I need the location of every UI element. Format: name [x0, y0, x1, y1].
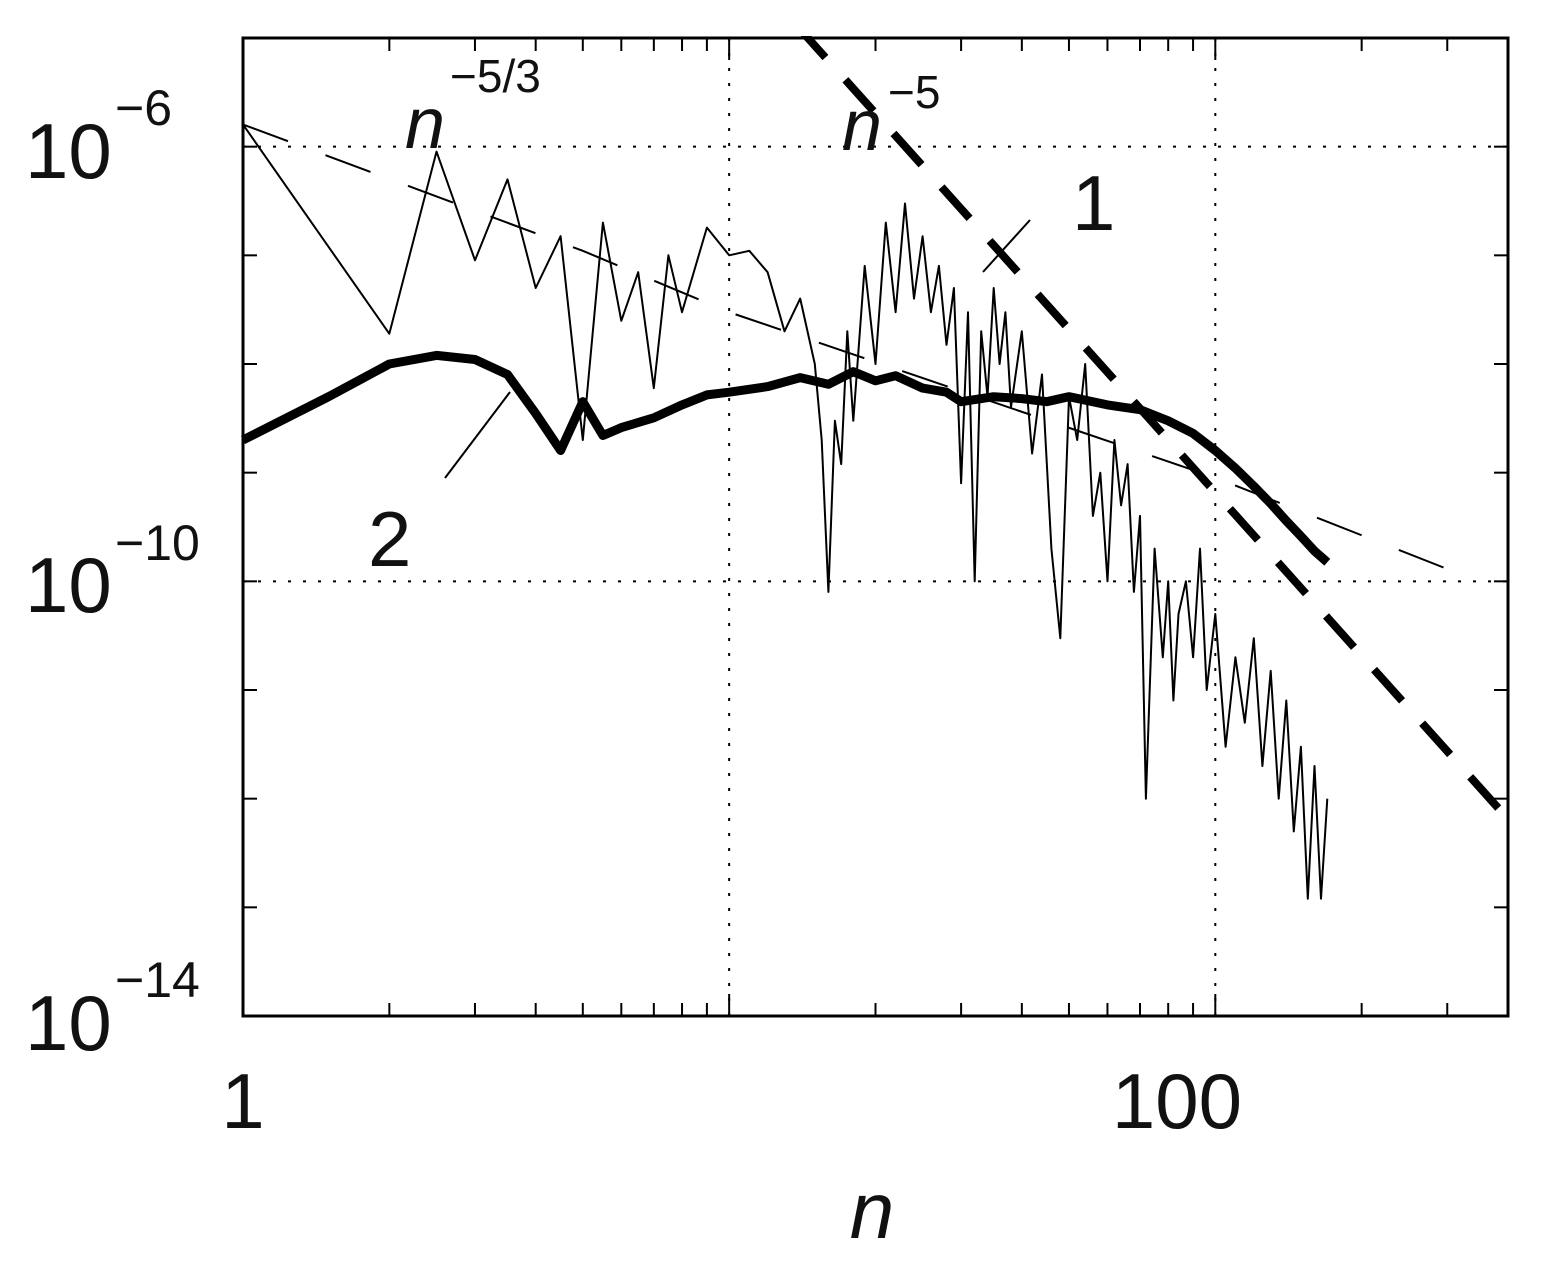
curve-label-1-leader: [982, 219, 1031, 273]
data-series: [241, 36, 1510, 900]
series-group-0: [242, 123, 1329, 900]
y-tick-label-1e-14: 10 −14: [25, 952, 200, 1067]
svg-text:−6: −6: [115, 80, 172, 136]
plot-frame: [241, 36, 1510, 1018]
curve-label-2-leader: [444, 391, 511, 479]
x-tick-label-1: 1: [221, 1057, 264, 1145]
svg-text:n: n: [842, 86, 882, 166]
slope-label-n-5-3: n −5/3: [405, 50, 541, 164]
series-group-1: [241, 350, 1331, 566]
series-curve-1: [242, 123, 1329, 900]
x-tick-label-100: 100: [1112, 1057, 1242, 1145]
svg-text:10: 10: [25, 107, 112, 195]
x-axis-label: n: [850, 1166, 895, 1255]
curve-label-1: 1: [1072, 159, 1115, 247]
curve-label-2: 2: [368, 495, 411, 583]
svg-text:10: 10: [25, 979, 112, 1067]
y-tick-label-1e-10: 10 −10: [25, 515, 200, 629]
svg-text:10: 10: [25, 541, 112, 629]
series-thick-dashed-3: [800, 36, 1510, 822]
series-group-3: [800, 36, 1510, 822]
y-tick-label-1e-6: 10 −6: [25, 80, 172, 195]
series-curve-2: [241, 350, 1331, 566]
svg-text:−5: −5: [888, 66, 940, 118]
svg-text:n: n: [405, 84, 445, 164]
grid-lines: [243, 38, 1508, 1016]
svg-text:−10: −10: [115, 515, 200, 571]
svg-text:−14: −14: [115, 952, 200, 1008]
svg-text:−5/3: −5/3: [450, 50, 541, 102]
slope-label-n-5: n −5: [842, 66, 940, 166]
